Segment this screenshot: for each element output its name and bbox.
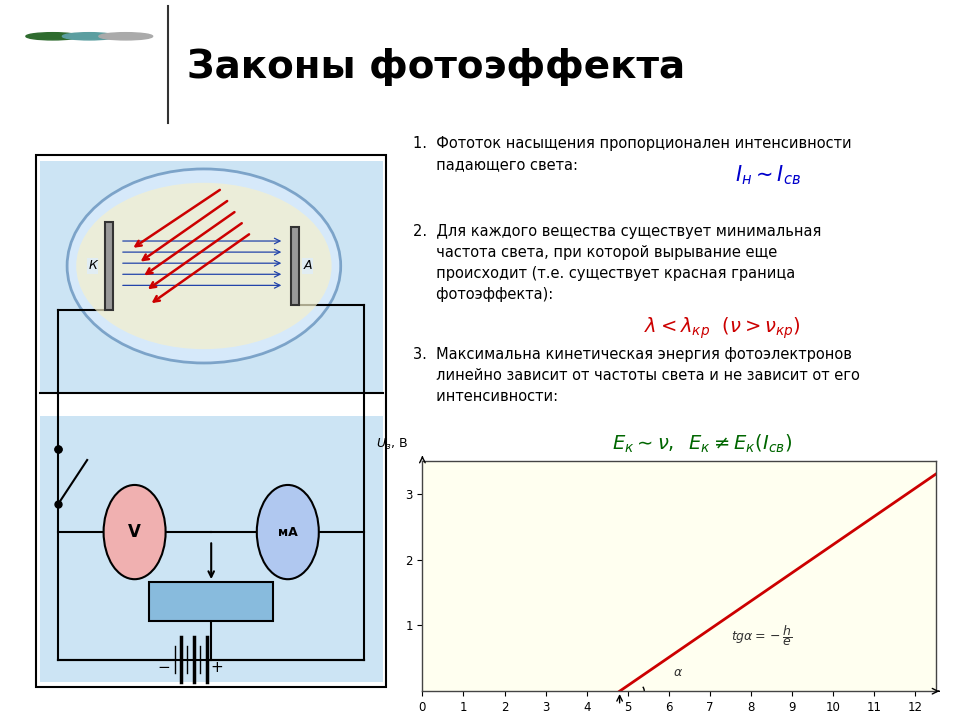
Text: −: − <box>157 660 170 675</box>
Text: A: A <box>303 259 312 272</box>
Ellipse shape <box>67 169 341 363</box>
Bar <box>292 227 300 305</box>
Text: Законы фотоэффекта: Законы фотоэффекта <box>187 48 685 86</box>
Text: 3.  Максимальна кинетическая энергия фотоэлектронов
     линейно зависит от част: 3. Максимальна кинетическая энергия фото… <box>413 346 859 404</box>
Text: $\lambda < \lambda_{кр}$  $(\nu > \nu_{кр})$: $\lambda < \lambda_{кр}$ $(\nu > \nu_{кр… <box>644 316 801 341</box>
Text: V: V <box>128 523 141 541</box>
Bar <box>149 582 274 621</box>
Text: $tg\alpha = -\dfrac{h}{e}$: $tg\alpha = -\dfrac{h}{e}$ <box>731 623 792 648</box>
Circle shape <box>62 32 116 40</box>
Circle shape <box>99 32 153 40</box>
Y-axis label: $U_з$, В: $U_з$, В <box>375 436 407 451</box>
Text: $I_н \sim I_{св}$: $I_н \sim I_{св}$ <box>735 163 802 187</box>
Circle shape <box>26 32 80 40</box>
Bar <box>39 161 383 393</box>
Bar <box>106 222 113 310</box>
Text: 1.  Фототок насыщения пропорционален интенсивности
     падающего света:: 1. Фототок насыщения пропорционален инте… <box>413 136 852 172</box>
Ellipse shape <box>76 183 331 349</box>
Text: К: К <box>88 259 97 272</box>
Text: +: + <box>210 660 223 675</box>
Bar <box>39 415 383 682</box>
Text: $\alpha$: $\alpha$ <box>673 666 684 680</box>
Circle shape <box>104 485 165 579</box>
Text: $E_к \sim \nu,\;\; E_к \neq E_к(I_{св})$: $E_к \sim \nu,\;\; E_к \neq E_к(I_{св})$ <box>612 433 792 455</box>
Text: $\nu_{min}$: $\nu_{min}$ <box>609 719 631 720</box>
Text: 2.  Для каждого вещества существует минимальная
     частота света, при которой : 2. Для каждого вещества существует миним… <box>413 223 821 302</box>
Text: мА: мА <box>278 526 298 539</box>
Circle shape <box>257 485 319 579</box>
